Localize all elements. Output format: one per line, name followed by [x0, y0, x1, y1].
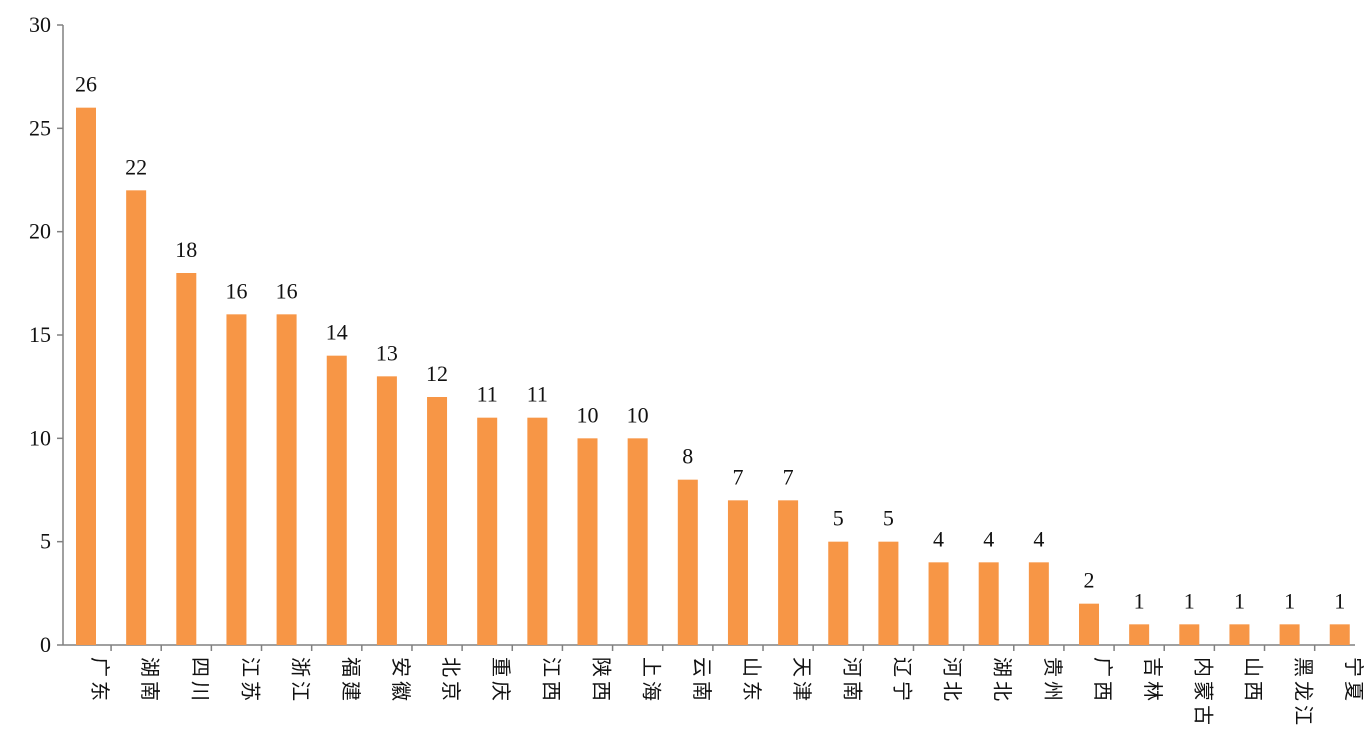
x-category-label: 湖南 [138, 657, 162, 705]
bar [1129, 624, 1150, 645]
bar [627, 438, 648, 645]
bar [76, 107, 96, 645]
y-tick-label: 10 [29, 425, 51, 450]
data-label: 5 [833, 506, 844, 531]
data-label: 5 [883, 506, 894, 531]
data-label: 16 [225, 278, 247, 303]
data-label: 11 [477, 382, 498, 407]
data-label: 26 [75, 72, 97, 97]
data-label: 10 [577, 402, 599, 427]
x-category-label: 内蒙古 [1191, 657, 1215, 729]
data-label: 22 [125, 154, 147, 179]
x-category-label: 山西 [1241, 657, 1265, 705]
bar [376, 376, 397, 645]
x-axis-categories: 广东 湖南 四川 江苏 浙江 福建 安徽 北京 重庆 江西 陕西 上海 云南 山东 天津 河南 辽宁 河北 湖北 贵州… [88, 645, 1366, 729]
data-label: 1 [1234, 588, 1245, 613]
data-label: 12 [426, 361, 448, 386]
bar [1329, 624, 1350, 645]
data-label: 7 [783, 464, 794, 489]
y-tick-label: 30 [29, 12, 51, 37]
axes [62, 25, 1355, 646]
x-category-label: 天津 [790, 657, 814, 705]
bar [1028, 562, 1049, 645]
bar [1179, 624, 1200, 645]
x-category-label: 江西 [539, 657, 563, 705]
x-category-label: 上海 [640, 657, 664, 705]
data-label: 2 [1084, 568, 1095, 593]
bar [527, 417, 548, 645]
y-tick-label: 5 [40, 529, 51, 554]
y-tick-label: 25 [29, 115, 51, 140]
bar [928, 562, 949, 645]
y-tick-label: 20 [29, 219, 51, 244]
x-category-label: 安徽 [389, 657, 413, 705]
data-label: 4 [983, 526, 994, 551]
x-category-label: 广西 [1091, 657, 1115, 705]
bar [126, 190, 147, 646]
x-category-label: 河南 [840, 657, 864, 705]
x-category-label: 四川 [188, 657, 212, 705]
x-category-label: 福建 [339, 657, 363, 705]
bar [226, 314, 247, 645]
bars [76, 107, 1350, 646]
x-category-label: 湖北 [991, 657, 1015, 705]
x-category-label: 广东 [88, 657, 112, 705]
y-tick-label: 0 [40, 632, 51, 657]
x-category-label: 贵州 [1041, 657, 1065, 705]
bar [577, 438, 598, 645]
bar [1079, 603, 1099, 645]
data-label: 1 [1134, 588, 1145, 613]
bar [427, 397, 448, 645]
bar [778, 500, 799, 645]
data-label: 11 [527, 382, 548, 407]
data-label: 4 [1033, 526, 1044, 551]
x-category-label: 浙江 [289, 657, 313, 705]
bar [677, 479, 698, 645]
bar [1229, 624, 1250, 645]
x-category-label: 陕西 [590, 657, 614, 705]
x-category-label: 云南 [690, 657, 714, 705]
x-category-label: 重庆 [489, 657, 513, 705]
y-tick-label: 15 [29, 322, 51, 347]
data-label: 13 [376, 340, 398, 365]
data-label: 1 [1184, 588, 1195, 613]
bar [727, 500, 748, 645]
data-label: 8 [682, 444, 693, 469]
x-category-label: 吉林 [1141, 657, 1165, 705]
bar [176, 273, 197, 645]
bar [326, 355, 347, 645]
bar [1279, 624, 1300, 645]
x-category-label: 江苏 [238, 657, 262, 705]
bar [276, 314, 297, 645]
bar [477, 417, 498, 645]
data-label: 1 [1284, 588, 1295, 613]
data-label: 1 [1334, 588, 1345, 613]
y-axis-ticks: 0 5 10 15 20 25 30 [29, 12, 63, 657]
bar [828, 541, 849, 645]
x-category-label: 河北 [941, 657, 965, 705]
data-label: 10 [627, 402, 649, 427]
data-label: 14 [326, 320, 348, 345]
data-label: 7 [732, 464, 743, 489]
x-category-label: 辽宁 [890, 657, 914, 705]
bar [878, 541, 899, 645]
x-category-label: 山东 [740, 657, 764, 705]
x-category-label: 宁夏 [1342, 657, 1366, 705]
x-category-label: 北京 [439, 657, 463, 705]
data-label: 16 [276, 278, 298, 303]
bar [978, 562, 999, 645]
data-label: 4 [933, 526, 944, 551]
data-label: 18 [175, 237, 197, 262]
x-category-label: 黑龙江 [1292, 657, 1316, 729]
